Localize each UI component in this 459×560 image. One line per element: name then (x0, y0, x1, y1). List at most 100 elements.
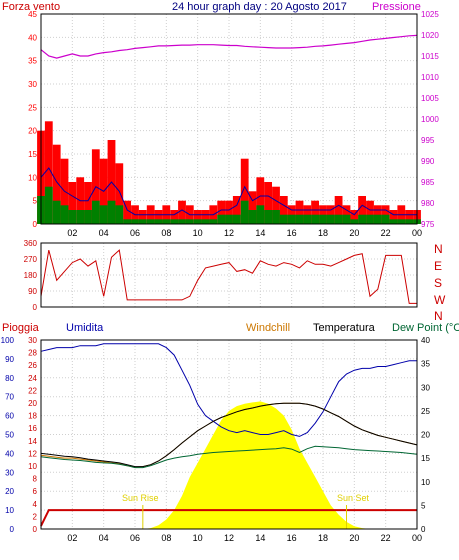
gust-bar (311, 200, 319, 224)
gust-bar (264, 182, 272, 224)
rain-tick-label: 24 (28, 374, 37, 383)
gust-bar (405, 210, 413, 224)
wind-hour-tick-label: 18 (318, 228, 328, 238)
pressure-tick-label: 980 (421, 199, 435, 208)
pressure-tick-label: 990 (421, 157, 435, 166)
gust-bar (217, 200, 226, 224)
wind-hour-tick-label: 00 (412, 228, 422, 238)
rain-axis-label: Pioggia (2, 322, 40, 334)
wind-green-bar (232, 214, 241, 224)
rain-tick-label: 16 (28, 424, 37, 433)
wind-green-bar (326, 214, 335, 224)
compass-letter-e: E (434, 259, 442, 273)
gust-bar (319, 205, 327, 224)
climate-hour-tick-label: 22 (381, 533, 391, 543)
gust-bar (193, 210, 202, 224)
gust-bar (84, 182, 92, 224)
wind-green-bar (138, 219, 147, 224)
direction-panel-marks (40, 249, 417, 304)
climate-hour-tick-label: 00 (412, 533, 422, 543)
climate-hour-tick-label: 12 (224, 533, 234, 543)
wind-hour-tick-label: 06 (130, 228, 140, 238)
humidity-tick-label: 70 (5, 393, 14, 402)
wind-tick-label: 20 (28, 127, 37, 136)
wind-green-bar (334, 214, 343, 224)
dewpoint-line (40, 445, 418, 469)
wind-green-bar (264, 210, 272, 224)
gust-bar (342, 205, 351, 224)
wind-green-bar (115, 205, 124, 224)
climate-hour-tick-label: 04 (99, 533, 109, 543)
direction-tick-label: 180 (24, 271, 38, 280)
pressure-axis-label: Pressione (372, 1, 421, 13)
windchill-legend: Windchill (246, 322, 290, 334)
climate-hour-tick-label: 16 (287, 533, 297, 543)
pressure-tick-label: 1000 (421, 115, 439, 124)
gust-bar (279, 196, 288, 224)
wind-green-bar (366, 214, 374, 224)
avg-wind-line (40, 167, 417, 216)
gust-bar (138, 210, 147, 224)
wind-green-bar (178, 219, 186, 224)
wind-tick-label: 45 (28, 10, 37, 19)
pressure-tick-label: 995 (421, 136, 435, 145)
wind-tick-label: 10 (28, 173, 37, 182)
temperature-tick-label: 0 (421, 525, 426, 534)
direction-tick-label: 270 (24, 255, 38, 264)
wind-hour-tick-label: 22 (381, 228, 391, 238)
wind-green-bar (373, 214, 382, 224)
climate-hour-tick-label: 10 (193, 533, 203, 543)
climate-hour-tick-label: 06 (130, 533, 140, 543)
gust-bar (358, 196, 366, 224)
temperature-tick-label: 30 (421, 383, 430, 392)
wind-green-bar (68, 210, 77, 224)
direction-line (40, 249, 417, 304)
wind-green-bar (405, 219, 413, 224)
rain-tick-label: 28 (28, 349, 37, 358)
temperature-tick-label: 35 (421, 360, 430, 369)
wind-green-bar (350, 219, 359, 224)
gust-bar (248, 191, 257, 224)
wind-green-bar (358, 214, 366, 224)
wind-tick-label: 35 (28, 57, 37, 66)
climate-hour-tick-label: 20 (349, 533, 359, 543)
wind-green-bar (287, 214, 296, 224)
humidity-axis-label: Umidita (66, 322, 104, 334)
wind-green-bar (107, 200, 116, 224)
wind-tick-label: 25 (28, 103, 37, 112)
wind-green-bar (256, 205, 265, 224)
humidity-tick-label: 80 (5, 374, 14, 383)
climate-hour-tick-label: 02 (67, 533, 77, 543)
wind-green-bar (303, 214, 312, 224)
wind-hour-tick-label: 16 (287, 228, 297, 238)
wind-green-bar (123, 219, 131, 224)
wind-green-bar (91, 200, 100, 224)
wind-green-bar (131, 219, 139, 224)
wind-green-bar (225, 214, 233, 224)
gust-bar (240, 158, 249, 224)
humidity-tick-label: 0 (10, 525, 15, 534)
direction-tick-label: 90 (28, 287, 37, 296)
wind-green-bar (248, 210, 257, 224)
wind-hour-tick-label: 10 (193, 228, 203, 238)
gust-bar (295, 200, 304, 224)
dewpoint-legend: Dew Point (°C (392, 322, 459, 334)
humidity-tick-label: 20 (5, 487, 14, 496)
gust-bar (373, 205, 382, 224)
sunset-label: Sun Set (337, 493, 370, 503)
solar-area (41, 401, 417, 529)
rain-tick-label: 2 (33, 512, 38, 521)
wind-green-bar (342, 214, 351, 224)
gust-bar (123, 200, 131, 224)
wind-green-bar (99, 205, 108, 224)
gust-bar (366, 200, 374, 224)
wind-tick-label: 0 (33, 220, 38, 229)
gust-bar (303, 205, 312, 224)
compass-letter-n: N (434, 309, 443, 323)
wind-tick-label: 40 (28, 33, 37, 42)
temperature-tick-label: 25 (421, 407, 430, 416)
rain-tick-label: 22 (28, 386, 37, 395)
rain-tick-label: 12 (28, 449, 37, 458)
wind-panel-frame (40, 13, 418, 225)
